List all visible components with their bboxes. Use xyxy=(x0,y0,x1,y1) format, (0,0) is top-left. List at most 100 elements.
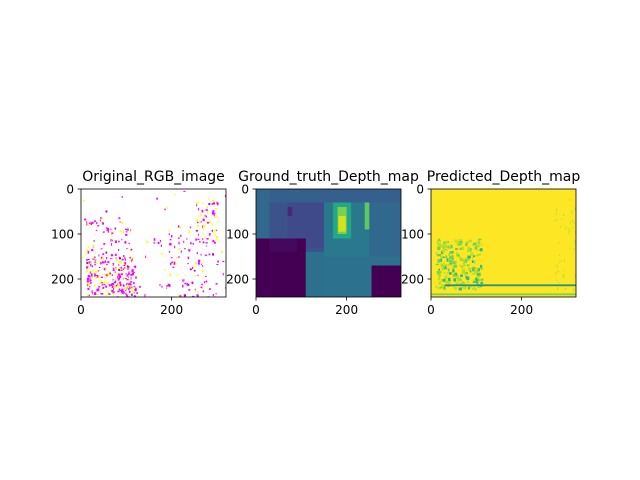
noise-pixel xyxy=(125,233,128,236)
noise-pixel xyxy=(96,274,99,278)
noise-pixel xyxy=(126,279,129,281)
panel-2: 0 200 0 100 200 xyxy=(226,183,402,317)
noise-pixel xyxy=(92,257,95,259)
noise-pixel xyxy=(118,249,120,251)
depth-patch xyxy=(448,272,452,275)
depth-patch xyxy=(474,287,477,291)
depth-patch xyxy=(445,255,448,258)
noise-pixel xyxy=(125,228,128,231)
noise-pixel xyxy=(166,285,168,287)
noise-pixel xyxy=(187,262,189,265)
noise-pixel xyxy=(202,228,204,230)
depth-patch xyxy=(569,247,571,250)
noise-pixel xyxy=(124,241,127,244)
noise-pixel xyxy=(202,218,205,222)
noise-pixel xyxy=(214,229,217,232)
depth-patch xyxy=(469,285,472,288)
depth-patch xyxy=(455,282,459,286)
depth-patch xyxy=(436,270,439,274)
noise-pixel xyxy=(192,295,195,297)
noise-pixel xyxy=(205,209,208,211)
noise-pixel xyxy=(212,224,214,226)
depth-region xyxy=(371,265,401,297)
noise-pixel xyxy=(102,231,105,233)
depth-patch xyxy=(574,207,576,211)
depth-patch xyxy=(447,268,450,272)
noise-pixel xyxy=(201,287,204,289)
noise-pixel xyxy=(102,257,105,261)
depth-patch xyxy=(453,264,458,268)
y-tick-label: 0 xyxy=(66,183,74,197)
noise-pixel xyxy=(173,263,176,265)
noise-pixel xyxy=(112,239,114,242)
noise-pixel xyxy=(159,284,161,286)
noise-pixel xyxy=(168,233,170,236)
noise-pixel xyxy=(112,269,115,272)
depth-patch xyxy=(437,246,441,251)
depth-patch xyxy=(445,266,448,269)
depth-patch xyxy=(438,271,442,274)
noise-pixel xyxy=(160,253,163,255)
depth-patch xyxy=(450,256,454,260)
noise-pixel xyxy=(94,273,96,276)
noise-pixel xyxy=(208,198,210,200)
depth-patch xyxy=(469,270,472,273)
depth-patch xyxy=(435,252,438,254)
noise-pixel xyxy=(213,202,215,205)
x-tick-label: 200 xyxy=(510,303,533,317)
depth-patch xyxy=(556,264,558,268)
depth-patch xyxy=(475,244,478,248)
noise-pixel xyxy=(120,294,123,296)
depth-patch xyxy=(454,239,457,243)
depth-patch xyxy=(443,262,445,265)
depth-patch xyxy=(449,279,451,282)
noise-pixel xyxy=(197,259,201,263)
noise-pixel xyxy=(112,263,115,265)
noise-pixel xyxy=(197,291,199,294)
noise-pixel xyxy=(90,271,92,273)
noise-pixel xyxy=(99,281,101,284)
depth-patch xyxy=(453,286,457,290)
depth-patch xyxy=(435,285,438,289)
noise-pixel xyxy=(205,242,208,244)
noise-pixel xyxy=(206,206,209,209)
noise-pixel xyxy=(195,229,198,232)
noise-pixel xyxy=(126,265,128,268)
noise-pixel xyxy=(111,243,112,246)
noise-pixel xyxy=(193,269,196,272)
y-tick-label: 200 xyxy=(226,273,249,287)
noise-pixel xyxy=(93,240,95,242)
depth-patch xyxy=(565,226,567,230)
noise-pixel xyxy=(189,226,192,229)
noise-pixel xyxy=(87,246,90,248)
noise-pixel xyxy=(86,280,89,283)
depth-patch xyxy=(461,247,464,251)
noise-pixel xyxy=(211,229,214,232)
noise-pixel xyxy=(169,242,172,246)
depth-patch xyxy=(436,253,440,257)
noise-pixel xyxy=(91,265,93,268)
noise-pixel xyxy=(97,288,100,291)
depth-patch xyxy=(467,246,470,250)
noise-pixel xyxy=(129,283,131,286)
depth-patch xyxy=(480,243,483,246)
depth-patch xyxy=(458,287,462,291)
noise-pixel xyxy=(120,273,123,276)
noise-pixel xyxy=(197,274,199,277)
noise-pixel xyxy=(128,283,130,286)
depth-patch xyxy=(472,268,475,272)
depth-patch xyxy=(460,239,463,243)
noise-pixel xyxy=(122,278,124,280)
noise-pixel xyxy=(129,285,132,288)
noise-pixel xyxy=(100,292,102,295)
noise-pixel xyxy=(105,268,107,270)
noise-pixel xyxy=(110,231,113,233)
depth-region xyxy=(269,238,297,252)
depth-patch xyxy=(445,241,448,244)
noise-pixel xyxy=(172,262,174,265)
floor-line xyxy=(431,293,576,296)
noise-pixel xyxy=(153,238,156,241)
depth-patch xyxy=(439,254,441,257)
noise-pixel xyxy=(87,275,90,278)
noise-pixel xyxy=(182,279,184,282)
